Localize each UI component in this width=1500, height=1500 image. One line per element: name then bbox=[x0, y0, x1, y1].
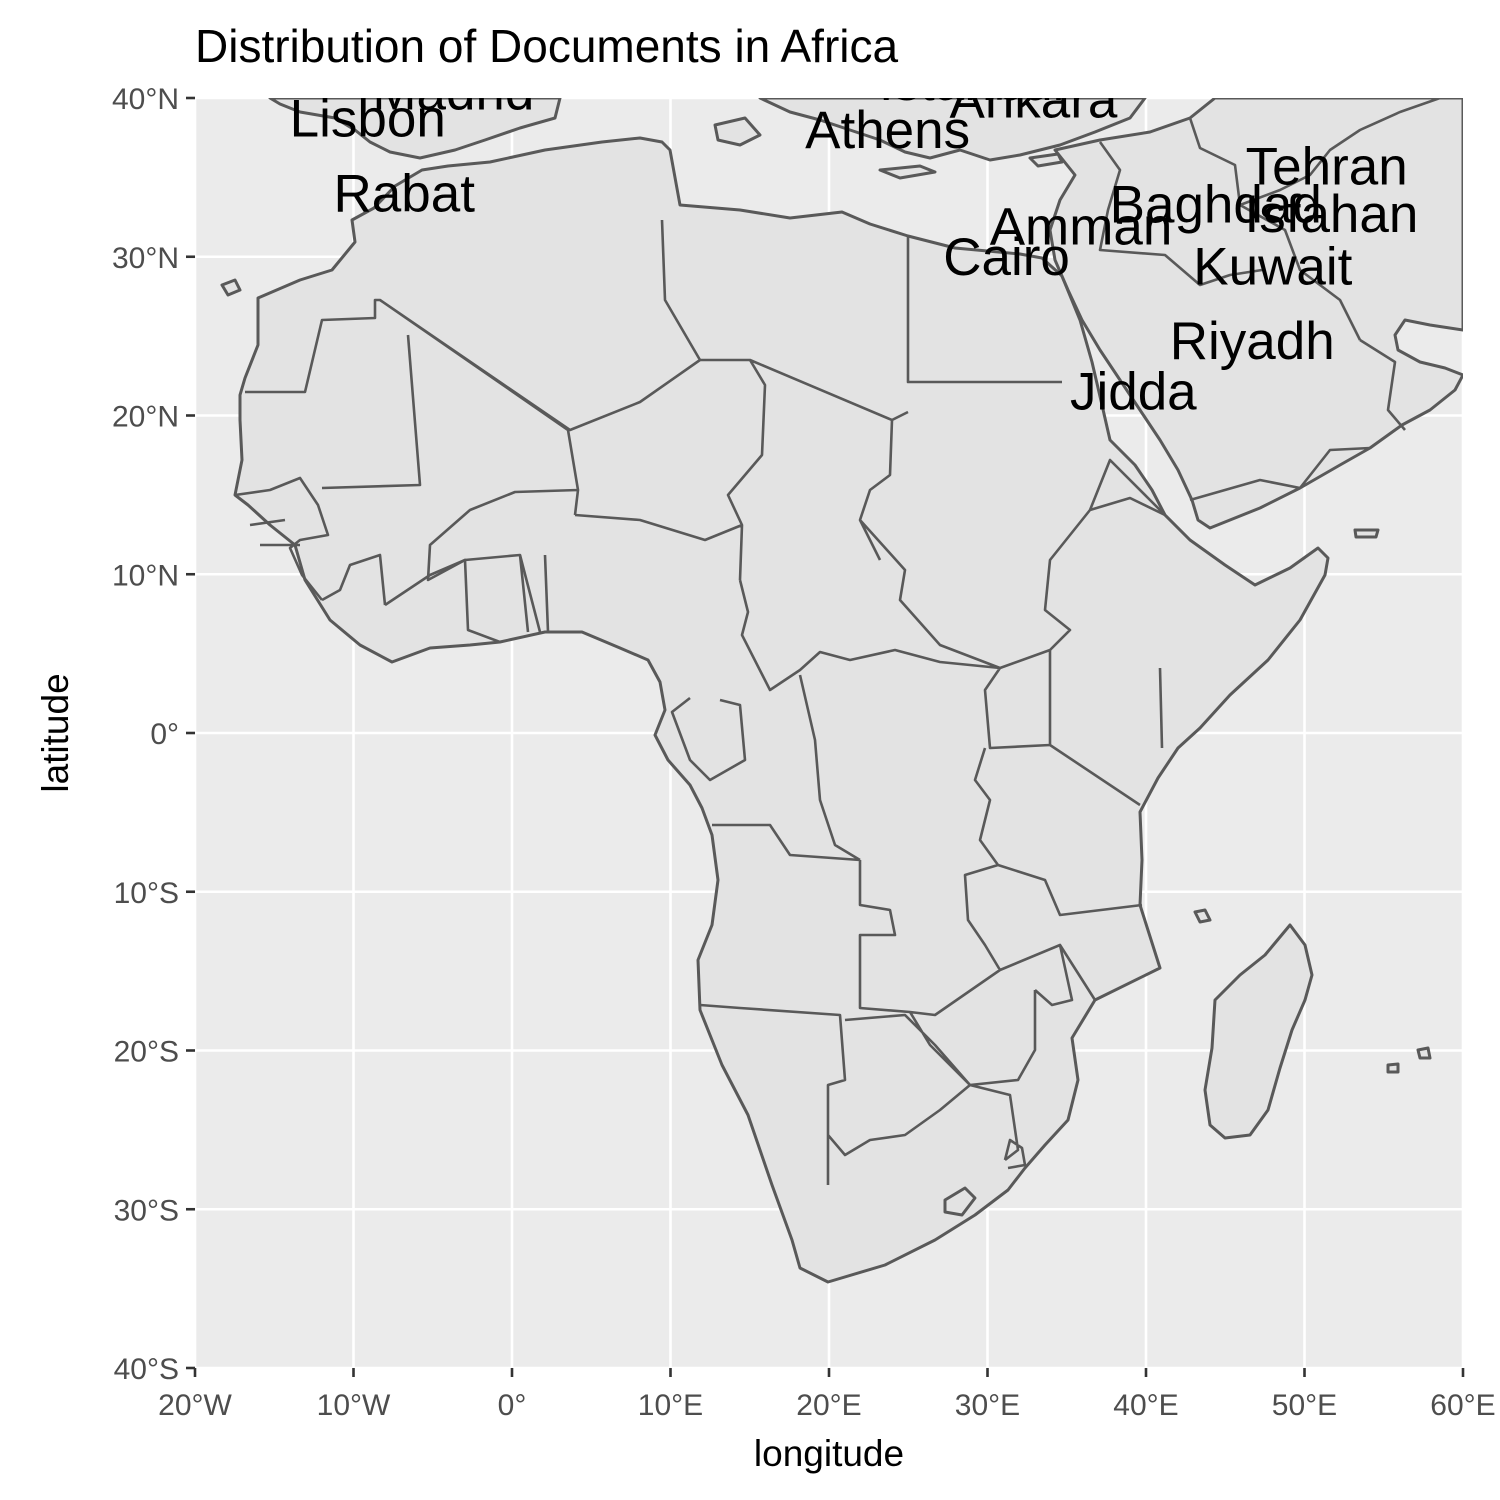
x-tick-label: 40°E bbox=[1113, 1389, 1178, 1422]
country-borders bbox=[245, 219, 1191, 1185]
y-tick-label: 30°N bbox=[112, 242, 179, 275]
y-tick-label: 20°N bbox=[112, 401, 179, 434]
y-tick-label: 30°S bbox=[114, 1194, 179, 1227]
crete bbox=[878, 164, 937, 180]
city-label-isfahan: Isfahan bbox=[1245, 185, 1419, 244]
middle-east-arabia bbox=[1048, 98, 1463, 530]
canary-islands bbox=[220, 278, 242, 297]
comoros bbox=[1193, 908, 1212, 924]
x-tick-label: 20°W bbox=[158, 1389, 232, 1422]
x-axis: 20°W 10°W 0° 10°E 20°E 30°E 40°E 50°E 60°E bbox=[158, 1368, 1496, 1422]
socotra bbox=[1353, 528, 1380, 539]
madagascar bbox=[1203, 923, 1314, 1140]
x-tick-label: 50°E bbox=[1272, 1389, 1337, 1422]
city-label-jidda: Jidda bbox=[1070, 363, 1197, 422]
y-tick-label: 40°S bbox=[114, 1353, 179, 1386]
y-tick-label: 10°S bbox=[114, 877, 179, 910]
mauritius bbox=[1416, 1046, 1432, 1060]
y-tick-label: 20°S bbox=[114, 1036, 179, 1069]
city-label-istanbul: Istanbul bbox=[879, 53, 1065, 112]
city-label-tehran: Tehran bbox=[1246, 137, 1408, 196]
city-label-lisbon: Lisbon bbox=[290, 90, 446, 149]
y-axis-title: latitude bbox=[35, 673, 76, 792]
chart-title: Distribution of Documents in Africa bbox=[195, 20, 898, 72]
middle-east-borders bbox=[1098, 98, 1441, 502]
reunion bbox=[1386, 1062, 1400, 1074]
city-label-riyadh: Riyadh bbox=[1170, 312, 1335, 371]
x-tick-label: 20°E bbox=[796, 1389, 861, 1422]
x-axis-title: longitude bbox=[754, 1433, 904, 1474]
y-tick-label: 0° bbox=[150, 718, 179, 751]
mediterranean-islands bbox=[713, 116, 762, 147]
iberian-peninsula bbox=[268, 98, 562, 160]
city-label-cairo: Cairo bbox=[943, 228, 1070, 287]
x-tick-label: 0° bbox=[498, 1389, 527, 1422]
x-tick-label: 60°E bbox=[1430, 1389, 1495, 1422]
x-tick-label: 30°E bbox=[955, 1389, 1020, 1422]
x-tick-label: 10°E bbox=[638, 1389, 703, 1422]
cyprus bbox=[1028, 152, 1064, 168]
y-axis: 40°N 30°N 20°N 10°N 0° 10°S 20°S 30°S 40°S bbox=[112, 83, 195, 1386]
x-tick-label: 10°W bbox=[317, 1389, 391, 1422]
city-label-baghdad: Baghdad bbox=[1110, 175, 1322, 234]
city-label-athens: Athens bbox=[805, 101, 970, 160]
y-tick-label: 10°N bbox=[112, 559, 179, 592]
city-label-ankara: Ankara bbox=[949, 71, 1117, 130]
lesotho bbox=[943, 1186, 977, 1217]
west-africa-borders bbox=[234, 476, 550, 644]
city-label-madrid: Madrid bbox=[372, 63, 534, 122]
balkans-anatolia bbox=[758, 98, 1147, 162]
city-label-rabat: Rabat bbox=[334, 164, 476, 223]
basemap bbox=[220, 98, 1463, 1284]
city-label-kuwait: Kuwait bbox=[1193, 237, 1352, 296]
city-label-amman: Amman bbox=[990, 198, 1173, 257]
y-tick-label: 40°N bbox=[112, 83, 179, 116]
